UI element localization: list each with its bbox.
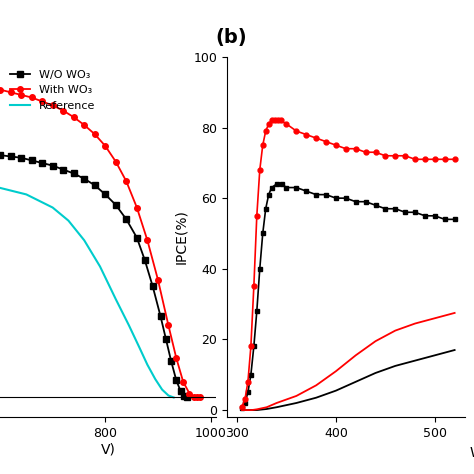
Reference	[159, 387, 165, 392]
With WO₃	[155, 277, 161, 283]
Reference	[126, 323, 132, 328]
With WO₃	[194, 394, 200, 400]
With WO₃	[50, 102, 55, 108]
W/O WO₃	[113, 202, 118, 208]
Reference	[82, 237, 87, 243]
Reference	[65, 218, 71, 223]
Reference	[50, 205, 55, 210]
With WO₃	[134, 205, 140, 210]
With WO₃	[197, 395, 203, 401]
W/O WO₃	[8, 154, 13, 159]
W/O WO₃	[92, 182, 98, 188]
With WO₃	[0, 87, 3, 92]
With WO₃	[102, 143, 108, 149]
With WO₃	[8, 90, 13, 95]
With WO₃	[191, 394, 197, 400]
W/O WO₃	[142, 257, 147, 263]
Reference	[97, 264, 103, 269]
W/O WO₃	[173, 378, 179, 383]
With WO₃	[145, 237, 150, 243]
With WO₃	[18, 92, 24, 98]
Reference	[113, 296, 118, 302]
W/O WO₃	[150, 283, 155, 289]
Reference	[165, 392, 171, 398]
With WO₃	[124, 179, 129, 184]
W/O WO₃	[178, 388, 183, 394]
W/O WO₃	[39, 160, 45, 166]
With WO₃	[71, 114, 76, 120]
W/O WO₃	[60, 167, 66, 173]
With WO₃	[187, 391, 192, 396]
With WO₃	[165, 323, 171, 328]
W/O WO₃	[82, 176, 87, 182]
With WO₃	[60, 108, 66, 113]
W/O WO₃	[134, 235, 140, 240]
W/O WO₃	[71, 171, 76, 176]
With WO₃	[82, 122, 87, 128]
W/O WO₃	[163, 336, 169, 341]
X-axis label: V): V)	[100, 443, 115, 456]
Legend: W/O WO₃, With WO₃, Reference: W/O WO₃, With WO₃, Reference	[10, 70, 95, 111]
Reference	[137, 345, 142, 351]
W/O WO₃	[0, 152, 3, 158]
W/O WO₃	[124, 217, 129, 222]
X-axis label: W: W	[470, 446, 474, 460]
With WO₃	[173, 356, 179, 361]
W/O WO₃	[50, 163, 55, 168]
W/O WO₃	[184, 395, 190, 401]
Line: W/O WO₃: W/O WO₃	[0, 152, 190, 400]
W/O WO₃	[168, 358, 174, 364]
Reference	[0, 185, 3, 191]
Reference	[153, 376, 158, 382]
Reference	[24, 191, 29, 197]
With WO₃	[39, 99, 45, 104]
W/O WO₃	[29, 157, 35, 163]
Text: (b): (b)	[215, 28, 247, 47]
With WO₃	[113, 159, 118, 164]
With WO₃	[180, 379, 186, 384]
W/O WO₃	[182, 393, 187, 399]
Reference	[145, 362, 150, 367]
Line: Reference: Reference	[0, 188, 173, 398]
W/O WO₃	[18, 155, 24, 161]
With WO₃	[92, 131, 98, 137]
Line: With WO₃: With WO₃	[0, 87, 203, 400]
Reference	[171, 395, 176, 401]
Y-axis label: IPCE(%): IPCE(%)	[174, 210, 188, 264]
With WO₃	[29, 95, 35, 100]
W/O WO₃	[102, 191, 108, 197]
W/O WO₃	[158, 313, 164, 319]
